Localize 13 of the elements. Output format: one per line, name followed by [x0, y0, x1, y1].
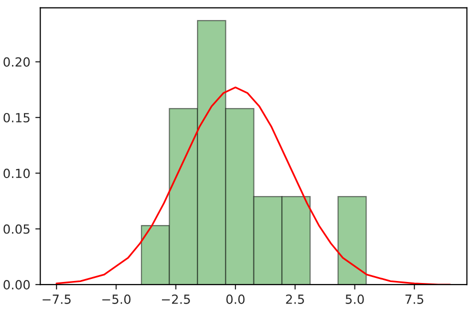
y-tick-label: 0.10	[4, 168, 30, 178]
x-tick-label: 2.5	[286, 294, 304, 304]
x-tick-label: −7.5	[42, 294, 71, 304]
x-tick-label: 0.0	[226, 294, 245, 304]
y-tick-label: 0.20	[4, 57, 30, 67]
x-tick-label: 5.0	[346, 294, 364, 304]
y-tick-label: 0.00	[4, 280, 30, 290]
x-tick-label: 7.5	[405, 294, 424, 304]
y-tick-label: 0.05	[4, 224, 30, 234]
y-tick-label: 0.15	[4, 112, 30, 122]
x-tick-label: −2.5	[162, 294, 190, 304]
x-tick-label: −5.0	[102, 294, 131, 304]
line-series	[56, 86, 452, 285]
